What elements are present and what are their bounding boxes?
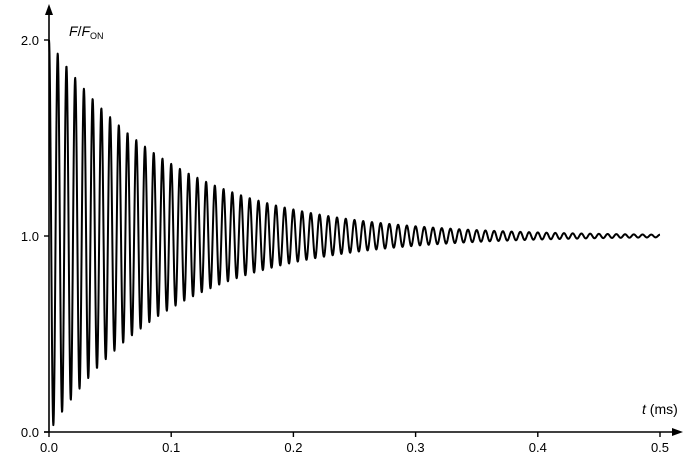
x-axis-label: t (ms) bbox=[642, 401, 678, 417]
y-tick-label: 2.0 bbox=[21, 33, 39, 48]
x-axis-arrow-icon bbox=[672, 428, 683, 436]
x-tick-label: 0.2 bbox=[284, 440, 302, 455]
series-line bbox=[48, 39, 661, 427]
x-tick-label: 0.4 bbox=[529, 440, 547, 455]
y-axis-label-main: F bbox=[69, 23, 79, 39]
y-ticks: 0.0 1.0 2.0 bbox=[21, 33, 49, 440]
x-tick-label: 0.0 bbox=[40, 440, 58, 455]
x-tick-label: 0.5 bbox=[651, 440, 669, 455]
x-axis-label-var: t bbox=[642, 401, 647, 417]
y-axis-label-sub: ON bbox=[90, 31, 104, 41]
x-axis-label-unit: (ms) bbox=[646, 401, 678, 417]
x-ticks: 0.0 0.1 0.2 0.3 0.4 0.5 bbox=[40, 432, 669, 455]
x-tick-label: 0.1 bbox=[162, 440, 180, 455]
y-tick-label: 0.0 bbox=[21, 425, 39, 440]
y-axis-label: F/FON bbox=[69, 23, 104, 41]
x-tick-label: 0.3 bbox=[407, 440, 425, 455]
y-axis-label-ref: F bbox=[81, 23, 91, 39]
y-axis-label-slash: / bbox=[78, 23, 82, 39]
y-axis-arrow-icon bbox=[45, 4, 53, 15]
y-tick-label: 1.0 bbox=[21, 229, 39, 244]
